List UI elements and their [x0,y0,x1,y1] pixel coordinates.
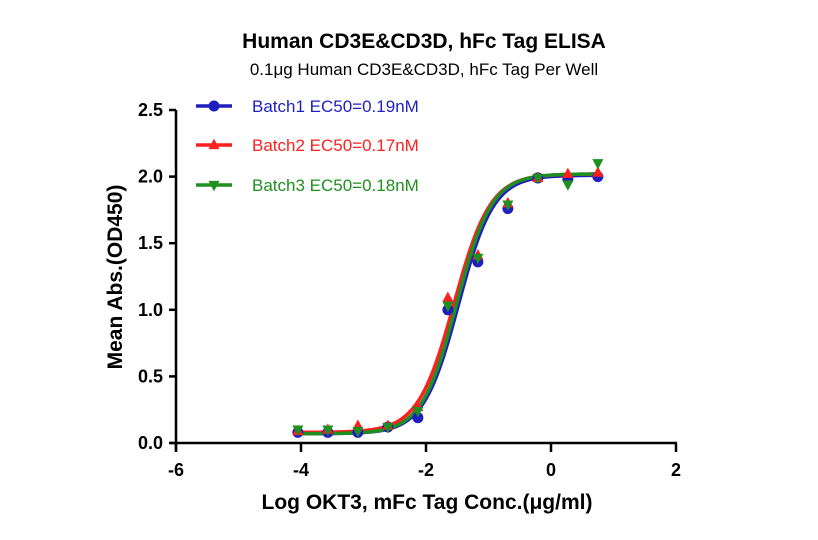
data-point-batch3 [322,425,334,437]
legend-label: Batch1 EC50=0.19nM [252,97,419,116]
data-point-batch1 [412,412,424,424]
x-tick-label: 2 [671,460,681,480]
y-axis-label: Mean Abs.(OD450) [104,185,127,370]
x-ticks: -6 -4 -2 0 2 [168,443,681,480]
y-tick-label: 2.0 [138,167,163,187]
x-tick-label: 0 [546,460,556,480]
legend-marker [208,180,220,192]
legend-marker [208,100,220,112]
y-tick-label: 0.5 [138,366,163,386]
data-points [292,159,604,438]
y-tick-label: 1.0 [138,300,163,320]
y-tick-label: 0.0 [138,433,163,453]
x-tick-label: -2 [418,460,434,480]
y-tick-label: 2.5 [138,100,163,120]
data-point-batch2 [562,167,574,179]
data-point-batch3 [382,422,394,434]
fit-curve-batch3 [297,172,599,436]
data-point-batch2 [442,291,454,302]
y-ticks: 0.0 0.5 1.0 1.5 2.0 2.5 [138,100,176,453]
y-tick-label: 1.5 [138,233,163,253]
legend-item-batch1: Batch1 EC50=0.19nM [196,97,419,116]
data-point-batch3 [442,301,454,313]
x-axis-label: Log OKT3, mFc Tag Conc.(μg/ml) [262,491,593,514]
axes [170,110,677,450]
legend-label: Batch3 EC50=0.18nM [252,176,419,195]
chart-title: Human CD3E&CD3D, hFc Tag ELISA [242,30,606,53]
data-point-batch3 [292,425,304,437]
x-tick-label: -4 [293,460,309,480]
data-point-batch3 [532,173,544,185]
data-point-batch3 [352,426,364,438]
legend-label: Batch2 EC50=0.17nM [252,136,419,155]
data-point-batch2 [592,166,604,177]
data-point-batch3 [592,159,604,170]
data-point-batch3 [412,406,424,418]
legend-item-batch3: Batch3 EC50=0.18nM [196,176,419,195]
fit-curves [297,172,599,436]
x-tick-label: -6 [168,460,184,480]
data-point-batch3 [562,180,574,191]
legend-marker [208,138,220,150]
data-point-batch3 [472,253,484,265]
legend: Batch1 EC50=0.19nM Batch2 EC50=0.17nM Batc… [196,97,419,195]
data-point-batch3 [502,200,514,211]
legend-item-batch2: Batch2 EC50=0.17nM [196,136,419,155]
chart-subtitle: 0.1μg Human CD3E&CD3D, hFc Tag Per Well [250,60,598,79]
